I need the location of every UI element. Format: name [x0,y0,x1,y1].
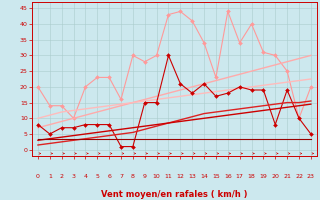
X-axis label: Vent moyen/en rafales ( km/h ): Vent moyen/en rafales ( km/h ) [101,190,248,199]
